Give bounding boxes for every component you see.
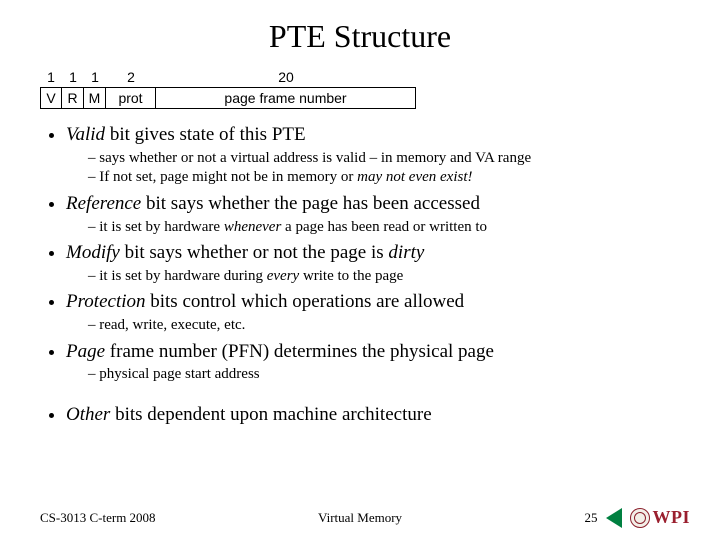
back-arrow-icon[interactable] (606, 508, 622, 528)
pte-cell-pfn: page frame number (156, 87, 416, 109)
bullet-modify-sub1: it is set by hardware during every write… (88, 267, 680, 287)
bullet-valid-sub1: says whether or not a virtual address is… (88, 149, 680, 169)
page-number: 25 (585, 510, 598, 526)
footer: CS-3013 C-term 2008 Virtual Memory 25 WP… (0, 507, 720, 528)
bullet-pfn-text: frame number (PFN) determines the physic… (105, 341, 494, 362)
wpi-logo: WPI (630, 507, 691, 528)
bullet-pfn-sub1: physical page start address (88, 365, 680, 385)
bullet-valid-text: bit gives state of this PTE (105, 124, 306, 145)
bullet-protection-sub1: read, write, execute, etc. (88, 316, 680, 336)
wpi-seal-icon (630, 508, 650, 528)
bullet-other-text: bits dependent upon machine architecture (110, 404, 431, 425)
bullet-reference-lead: Reference (66, 193, 141, 214)
pte-width-m: 1 (84, 69, 106, 87)
pte-width-prot: 2 (106, 69, 156, 87)
bullet-valid-lead: Valid (66, 124, 105, 145)
pte-structure-table: 1 1 1 2 20 V R M prot page frame number (40, 69, 680, 109)
pte-cell-r: R (62, 87, 84, 109)
bullet-protection-text: bits control which operations are allowe… (146, 291, 465, 312)
slide-title: PTE Structure (40, 18, 680, 55)
bullet-reference: Reference bit says whether the page has … (66, 192, 680, 237)
pte-width-r: 1 (62, 69, 84, 87)
bullet-protection-lead: Protection (66, 291, 146, 312)
bullet-reference-text: bit says whether the page has been acces… (141, 193, 480, 214)
bullet-other: Other bits dependent upon machine archit… (66, 403, 680, 427)
bullet-valid-sub2: If not set, page might not be in memory … (88, 168, 680, 188)
pte-cell-prot: prot (106, 87, 156, 109)
pte-width-v: 1 (40, 69, 62, 87)
bullet-modify-lead: Modify (66, 242, 120, 263)
footer-left: CS-3013 C-term 2008 (40, 510, 156, 526)
wpi-logo-text: WPI (653, 507, 691, 528)
bullet-list: Valid bit gives state of this PTE says w… (40, 123, 680, 385)
pte-cell-m: M (84, 87, 106, 109)
bullet-reference-sub1: it is set by hardware whenever a page ha… (88, 218, 680, 238)
pte-width-pfn: 20 (156, 69, 416, 87)
bullet-list-2: Other bits dependent upon machine archit… (40, 403, 680, 427)
bullet-pfn-lead: Page (66, 341, 105, 362)
bullet-valid: Valid bit gives state of this PTE says w… (66, 123, 680, 188)
pte-cell-v: V (40, 87, 62, 109)
bullet-modify: Modify bit says whether or not the page … (66, 241, 680, 286)
bullet-pfn: Page frame number (PFN) determines the p… (66, 340, 680, 385)
bullet-other-lead: Other (66, 404, 110, 425)
footer-center: Virtual Memory (318, 510, 402, 526)
bullet-protection: Protection bits control which operations… (66, 290, 680, 335)
bullet-modify-text: bit says whether or not the page is (120, 242, 389, 263)
